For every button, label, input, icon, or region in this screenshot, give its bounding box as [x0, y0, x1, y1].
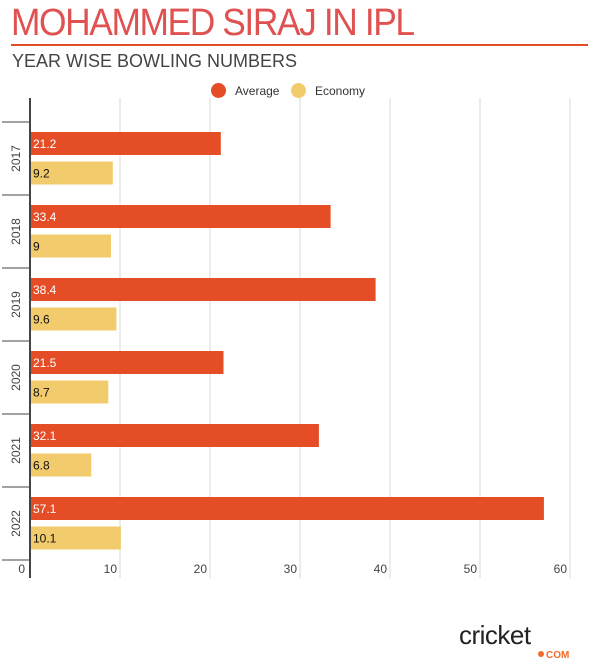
x-tick-label: 20 — [194, 562, 208, 576]
economy-data-label: 6.8 — [33, 459, 50, 473]
economy-bar — [30, 161, 113, 185]
economy-bar — [30, 380, 109, 404]
x-tick-label: 40 — [374, 562, 388, 576]
average-data-label: 38.4 — [33, 283, 57, 297]
average-data-label: 21.5 — [33, 356, 57, 370]
legend-item-average: Average — [211, 83, 279, 98]
economy-bar — [30, 526, 121, 550]
x-tick-label: 0 — [18, 562, 25, 576]
average-data-label: 33.4 — [33, 210, 57, 224]
y-category-label: 2017 — [9, 145, 23, 172]
economy-data-label: 9.2 — [33, 167, 50, 181]
economy-data-label: 9.6 — [33, 313, 50, 327]
economy-data-label: 8.7 — [33, 386, 50, 400]
y-category-label: 2019 — [9, 291, 23, 318]
cricket-com-logo: cricket COM — [459, 620, 569, 660]
economy-data-label: 10.1 — [33, 532, 57, 546]
economy-bar — [30, 307, 117, 331]
y-category-label: 2022 — [9, 510, 23, 537]
average-bar — [30, 132, 221, 155]
logo-dot-icon — [538, 651, 544, 657]
chart-subtitle: YEAR WISE BOWLING NUMBERS — [12, 51, 298, 71]
average-swatch-icon — [211, 83, 226, 98]
title-divider — [11, 44, 588, 46]
y-category-label: 2021 — [9, 437, 23, 464]
legend-item-economy: Economy — [291, 83, 365, 98]
legend-label-average: Average — [235, 83, 280, 98]
economy-swatch-icon — [291, 83, 306, 98]
logo-suffix: COM — [546, 650, 569, 660]
average-bar — [30, 424, 319, 447]
economy-data-label: 9 — [33, 240, 40, 254]
economy-bar — [30, 453, 92, 477]
average-data-label: 21.2 — [33, 137, 57, 151]
average-data-label: 32.1 — [33, 429, 57, 443]
legend: Average Economy — [0, 83, 600, 101]
y-category-label: 2018 — [9, 218, 23, 245]
x-tick-label: 50 — [464, 562, 478, 576]
x-tick-label: 60 — [554, 562, 568, 576]
chart-title: MOHAMMED SIRAJ IN IPL — [11, 2, 415, 44]
bar-chart: 0 10 20 30 40 50 60 2017 21.2 9.2 2018 33.4 9 2019 38.… — [2, 98, 571, 578]
x-tick-label: 30 — [284, 562, 298, 576]
x-tick-label: 10 — [104, 562, 118, 576]
average-bar — [30, 497, 544, 520]
average-bar — [30, 351, 224, 374]
y-category-label: 2020 — [9, 364, 23, 391]
economy-bar — [30, 234, 111, 258]
average-data-label: 57.1 — [33, 502, 57, 516]
logo-text: cricket — [459, 620, 532, 650]
average-bar — [30, 278, 376, 301]
legend-label-economy: Economy — [315, 83, 366, 98]
average-bar — [30, 205, 331, 228]
